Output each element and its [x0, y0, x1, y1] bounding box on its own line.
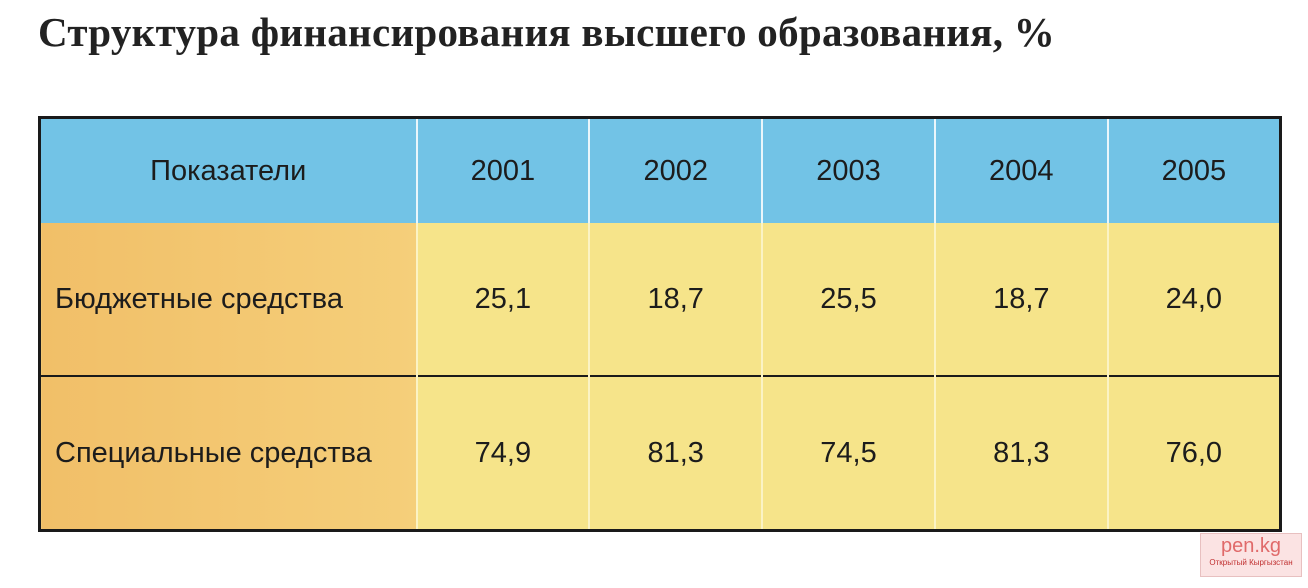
- cell: 76,0: [1106, 375, 1281, 531]
- cell: 24,0: [1106, 223, 1281, 376]
- column-header: 2005: [1106, 117, 1281, 223]
- watermark: pen.kg Открытый Кыргызстан: [1200, 533, 1302, 577]
- cell: 74,9: [415, 375, 590, 531]
- cell: 25,1: [415, 223, 590, 376]
- column-header: 2003: [761, 117, 935, 223]
- column-header: Показатели: [39, 117, 417, 223]
- table-body: Бюджетные средства 25,1 18,7 25,5 18,7 24,0 Сп…: [39, 223, 1281, 531]
- row-label: Бюджетные средства: [39, 223, 417, 376]
- cell: 18,7: [588, 223, 763, 376]
- title: Структура финансирования высшего образов…: [38, 9, 1056, 55]
- cell: 81,3: [933, 375, 1108, 531]
- cell: 81,3: [588, 375, 763, 531]
- table-row: Бюджетные средства 25,1 18,7 25,5 18,7 24,0: [39, 223, 1281, 376]
- column-header: 2001: [415, 117, 590, 223]
- cell: 25,5: [761, 223, 935, 376]
- column-header: 2002: [588, 117, 763, 223]
- data-table: Показатели 2001 2002 2003 2004 2005 Бюджетные…: [38, 116, 1282, 532]
- header-row: Показатели 2001 2002 2003 2004 2005: [39, 117, 1281, 223]
- watermark-caption: Открытый Кыргызстан: [1209, 558, 1293, 567]
- watermark-logo: pen.kg: [1220, 535, 1282, 557]
- table-row: Специальные средства 74,9 81,3 74,5 81,3 76,0: [39, 375, 1281, 531]
- cell: 74,5: [761, 375, 935, 531]
- column-header: 2004: [933, 117, 1108, 223]
- row-label: Специальные средства: [39, 375, 417, 531]
- cell: 18,7: [933, 223, 1108, 376]
